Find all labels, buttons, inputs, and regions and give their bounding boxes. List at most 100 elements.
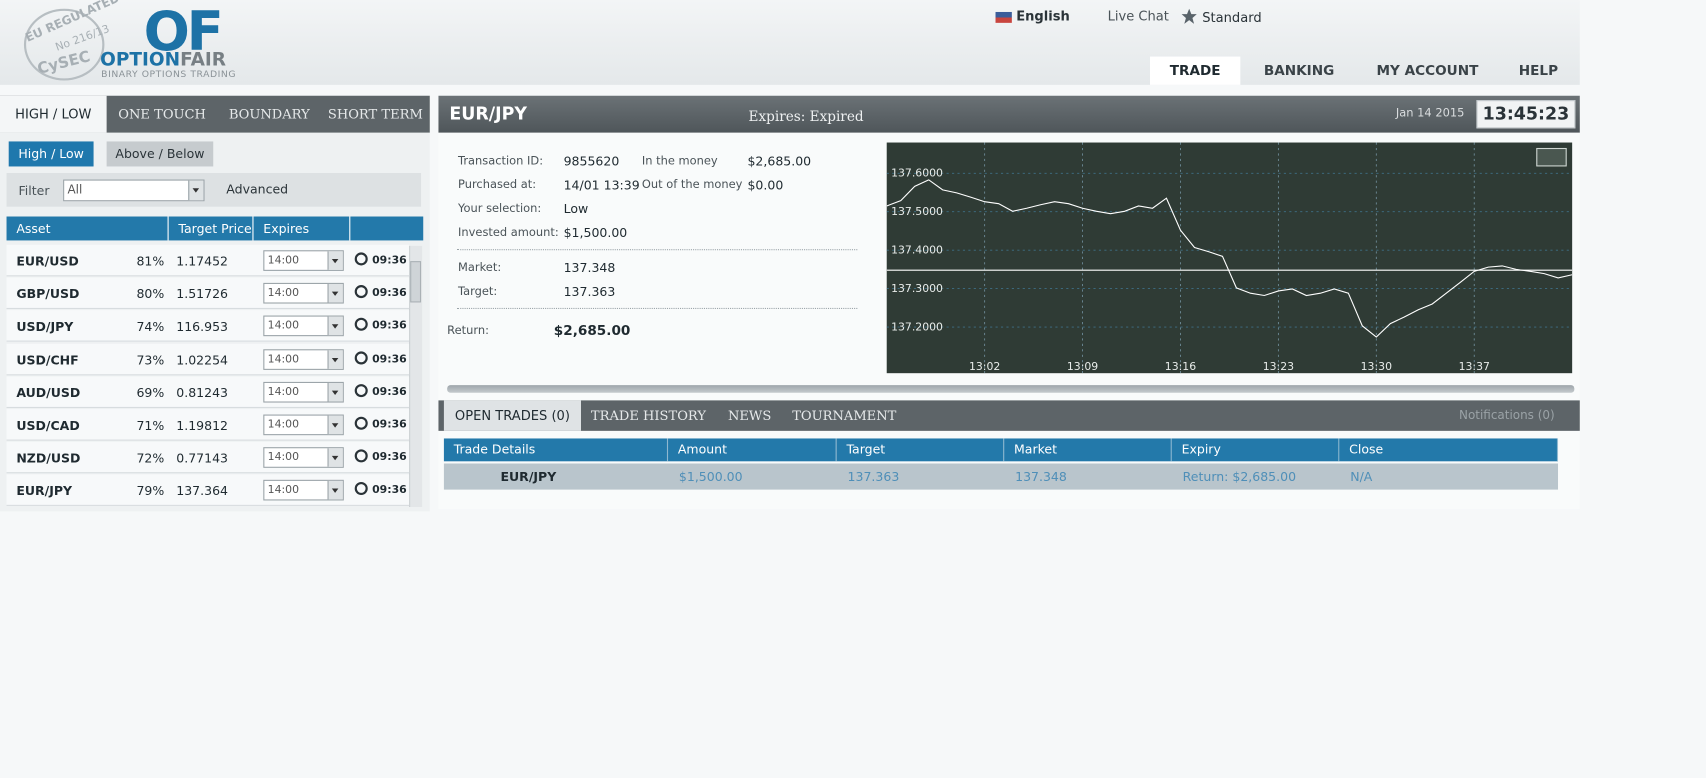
nav-tab[interactable]: TRADE [1150, 56, 1241, 85]
expiry-value: 14:00 [267, 451, 300, 464]
target-price: 1.51726 [176, 286, 229, 302]
filter-select[interactable]: All [63, 179, 205, 202]
header [0, 0, 1580, 85]
select-arrow [327, 415, 343, 435]
column-header: Market [1004, 438, 1172, 462]
detail-label: Transaction ID: [458, 154, 544, 168]
notifications[interactable]: Notifications (0) [1459, 408, 1555, 423]
clock-icon[interactable] [354, 285, 368, 299]
time-left: 09:36 [372, 353, 407, 366]
expiry-value: 14:00 [267, 254, 300, 267]
expiry-select[interactable]: 14:00 [263, 315, 344, 337]
detail-label: Purchased at: [458, 178, 537, 192]
target-price: 116.953 [176, 319, 229, 335]
target-price: 1.02254 [176, 352, 229, 368]
price-chart: 137.2000 137.3000 137.4000 137.5000 137.6000… [886, 142, 1573, 374]
y-tick-label: 137.4000 [891, 243, 943, 256]
bottom-tab[interactable]: OPEN TRADES (0) [443, 400, 581, 431]
asset-name: EUR/USD [16, 253, 79, 269]
clock-icon[interactable] [354, 252, 368, 266]
clock-icon[interactable] [354, 449, 368, 463]
expiry-select[interactable]: 14:00 [263, 480, 344, 501]
detail-value: $1,500.00 [563, 225, 628, 241]
expiry-value: 14:00 [267, 287, 300, 300]
select-arrow [327, 284, 343, 303]
detail-label: In the money [641, 154, 718, 168]
expiry-select[interactable]: 14:00 [263, 348, 344, 370]
option-tab[interactable]: HIGH / LOW [0, 95, 107, 133]
trade-date: Jan 14 2015 [1395, 106, 1465, 120]
y-tick-label: 137.6000 [891, 167, 943, 180]
payout: 79% [136, 483, 165, 499]
bottom-tab[interactable]: TRADE HISTORY [590, 408, 706, 424]
option-tab[interactable]: BOUNDARY [228, 106, 310, 122]
column-header: Target [836, 438, 1005, 462]
time-left: 09:36 [372, 254, 407, 267]
column-header: Expiry [1171, 438, 1340, 462]
logo-name: OPTIONFAIR [100, 50, 226, 70]
column-header: Target Price [169, 216, 254, 241]
price-line [886, 179, 1573, 338]
detail-value: 9855620 [563, 153, 620, 169]
select-arrow [327, 481, 343, 500]
scroll-thumb[interactable] [410, 261, 422, 303]
nav-tab[interactable]: BANKING [1263, 62, 1335, 79]
language-select[interactable]: English [1016, 8, 1070, 24]
x-tick-label: 13:30 [1361, 360, 1392, 373]
bottom-tab[interactable]: TOURNAMENT [792, 408, 897, 424]
scrollbar [409, 245, 423, 508]
clock-icon[interactable] [354, 350, 368, 365]
clock-icon[interactable] [354, 318, 368, 332]
expiry-select[interactable]: 14:00 [263, 381, 344, 403]
option-tab[interactable]: ONE TOUCH [118, 106, 206, 122]
expiry-select[interactable]: 14:00 [263, 414, 344, 436]
clock-icon[interactable] [354, 416, 368, 430]
logo-option: OPTION [100, 48, 181, 71]
live-chat-link[interactable]: Live Chat [1107, 8, 1169, 24]
detail-value: 137.363 [563, 283, 616, 300]
detail-value: $0.00 [747, 177, 784, 193]
detail-value: Low [563, 201, 589, 217]
expiry-value: 14:00 [267, 353, 300, 366]
filter-value: All [67, 182, 83, 197]
detail-label: Your selection: [458, 202, 542, 216]
payout: 72% [136, 450, 165, 466]
nav-tab[interactable]: MY ACCOUNT [1376, 62, 1479, 79]
expires-value: Expired [809, 107, 864, 125]
time-left: 09:36 [372, 320, 407, 333]
clock: 13:45:23 [1476, 100, 1576, 129]
target-price: 0.81243 [176, 384, 229, 401]
trade-cell: N/A [1350, 468, 1373, 485]
detail-value: $2,685.00 [747, 153, 812, 169]
trade-row[interactable] [443, 463, 1559, 490]
time-left: 09:36 [372, 418, 407, 431]
bottom-tab[interactable]: NEWS [727, 408, 772, 424]
chart-toggle[interactable] [1536, 147, 1567, 167]
option-tab[interactable]: SHORT TERM [327, 106, 423, 122]
expiry-select[interactable]: 14:00 [263, 283, 344, 304]
column-header: Expires [254, 216, 351, 241]
time-left: 09:36 [372, 451, 407, 464]
sub-tab[interactable]: Above / Below [106, 141, 214, 167]
sub-tab-active[interactable]: High / Low [8, 141, 94, 167]
clock-icon[interactable] [354, 383, 368, 397]
trade-cell: $1,500.00 [678, 468, 743, 485]
expiry-value: 14:00 [267, 386, 300, 398]
nav-tab[interactable]: HELP [1518, 62, 1559, 79]
y-tick-label: 137.3000 [891, 282, 943, 295]
separator [456, 249, 858, 251]
select-arrow [327, 251, 343, 270]
advanced-link[interactable]: Advanced [226, 181, 289, 197]
trade-cell: 137.348 [1015, 468, 1067, 485]
detail-value: 14/01 13:39 [563, 177, 640, 193]
logo-mark: OF [143, 0, 224, 64]
trade-cell: EUR/JPY [500, 468, 557, 485]
expiry-select[interactable]: 14:00 [263, 447, 344, 469]
clock-icon[interactable] [354, 482, 368, 496]
payout: 81% [136, 253, 165, 269]
payout: 69% [136, 384, 165, 401]
expiry-select[interactable]: 14:00 [263, 250, 344, 271]
asset-name: USD/JPY [16, 319, 74, 335]
asset-header [6, 216, 424, 241]
column-header: Asset [7, 216, 169, 241]
